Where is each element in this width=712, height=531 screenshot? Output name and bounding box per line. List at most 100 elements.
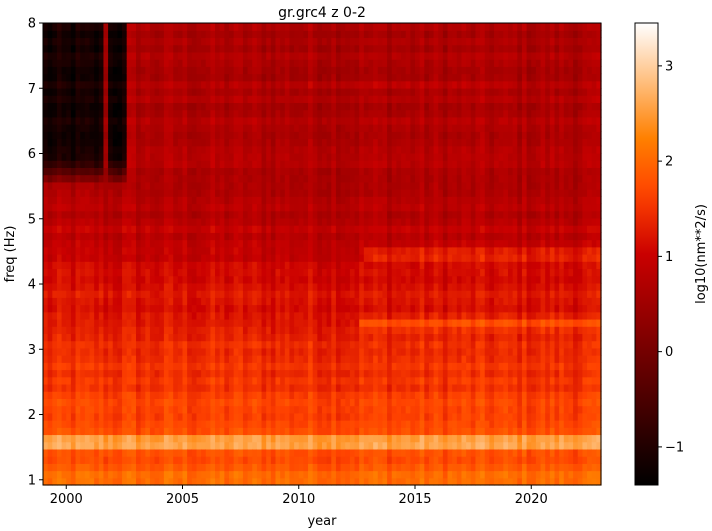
heatmap-cell	[187, 412, 193, 421]
heatmap-cell	[47, 340, 53, 349]
heatmap-cell	[47, 102, 53, 111]
heatmap-cell	[303, 102, 309, 111]
heatmap-cell	[256, 210, 263, 219]
heatmap-cell	[136, 355, 142, 363]
heatmap-cell	[66, 87, 72, 96]
heatmap-cell	[94, 441, 100, 450]
heatmap-cell	[94, 254, 100, 262]
heatmap-cell	[229, 59, 235, 67]
heatmap-cell	[312, 174, 318, 183]
heatmap-cell	[261, 95, 267, 104]
heatmap-cell	[401, 420, 407, 428]
heatmap-cell	[215, 23, 221, 31]
heatmap-cell	[154, 268, 160, 277]
heatmap-cell	[280, 138, 286, 147]
heatmap-cell	[354, 398, 360, 407]
heatmap-cell	[112, 51, 118, 60]
heatmap-cell	[345, 470, 351, 479]
heatmap-cell	[322, 116, 328, 125]
heatmap-cell	[108, 59, 114, 67]
heatmap-cell	[75, 189, 81, 197]
heatmap-cell	[303, 297, 309, 306]
heatmap-cell	[154, 203, 160, 212]
heatmap-cell	[117, 239, 123, 248]
heatmap-cell	[401, 318, 407, 327]
heatmap-cell	[219, 427, 225, 436]
heatmap-cell	[205, 297, 211, 306]
heatmap-cell	[256, 369, 263, 378]
heatmap-cell	[136, 87, 142, 96]
heatmap-cell	[196, 355, 202, 363]
heatmap-cell	[359, 290, 365, 298]
heatmap-cell	[345, 196, 351, 205]
heatmap-cell	[284, 225, 291, 233]
heatmap-cell	[229, 196, 235, 205]
heatmap-cell	[382, 167, 388, 176]
heatmap-cell	[122, 196, 128, 205]
heatmap-cell	[173, 311, 179, 320]
heatmap-cell	[177, 275, 184, 284]
heatmap-cell	[229, 152, 235, 161]
heatmap-cell	[205, 427, 211, 436]
heatmap-cell	[294, 398, 300, 407]
heatmap-cell	[284, 210, 291, 219]
heatmap-cell	[298, 441, 304, 450]
heatmap-cell	[126, 304, 132, 313]
heatmap-cell	[377, 326, 384, 335]
heatmap-cell	[401, 282, 407, 291]
heatmap-cell	[47, 44, 53, 53]
heatmap-cell	[131, 225, 137, 233]
heatmap-cell	[173, 355, 179, 363]
heatmap-cell	[47, 261, 53, 270]
heatmap-cell	[229, 239, 235, 248]
heatmap-cell	[56, 383, 63, 392]
heatmap-cell	[61, 37, 67, 46]
heatmap-cell	[396, 311, 402, 320]
heatmap-cell	[112, 420, 118, 428]
heatmap-cell	[373, 30, 379, 39]
heatmap-cell	[326, 333, 332, 342]
heatmap-cell	[396, 189, 402, 197]
heatmap-cell	[359, 456, 365, 464]
heatmap-cell	[159, 138, 165, 147]
heatmap-cell	[331, 210, 337, 219]
heatmap-cell	[298, 189, 304, 197]
heatmap-cell	[52, 210, 58, 219]
heatmap-cell	[70, 470, 77, 479]
heatmap-cell	[94, 470, 100, 479]
heatmap-cell	[108, 441, 114, 450]
heatmap-cell	[289, 434, 295, 443]
heatmap-cell	[229, 232, 235, 241]
heatmap-cell	[149, 470, 156, 479]
heatmap-cell	[131, 376, 137, 385]
heatmap-cell	[387, 152, 393, 161]
heatmap-cell	[219, 333, 225, 342]
heatmap-cell	[284, 441, 291, 450]
heatmap-cell	[154, 383, 160, 392]
heatmap-cell	[154, 95, 160, 104]
heatmap-cell	[233, 326, 239, 335]
heatmap-cell	[261, 311, 267, 320]
heatmap-cell	[136, 434, 142, 443]
heatmap-cell	[391, 189, 397, 197]
heatmap-cell	[335, 189, 342, 197]
heatmap-cell	[368, 412, 374, 421]
heatmap-cell	[298, 254, 304, 262]
heatmap-cell	[145, 282, 151, 291]
heatmap-cell	[359, 138, 365, 147]
heatmap-cell	[382, 383, 388, 392]
heatmap-cell	[229, 448, 235, 457]
heatmap-cell	[233, 383, 239, 392]
heatmap-cell	[294, 109, 300, 118]
heatmap-cell	[182, 203, 188, 212]
heatmap-cell	[140, 189, 146, 197]
heatmap-cell	[187, 275, 193, 284]
heatmap-cell	[368, 80, 374, 89]
heatmap-cell	[159, 152, 165, 161]
heatmap-cell	[377, 463, 384, 472]
heatmap-cell	[205, 131, 211, 140]
heatmap-cell	[340, 23, 346, 31]
heatmap-cell	[396, 217, 402, 226]
heatmap-cell	[159, 282, 165, 291]
heatmap-cell	[382, 59, 388, 67]
